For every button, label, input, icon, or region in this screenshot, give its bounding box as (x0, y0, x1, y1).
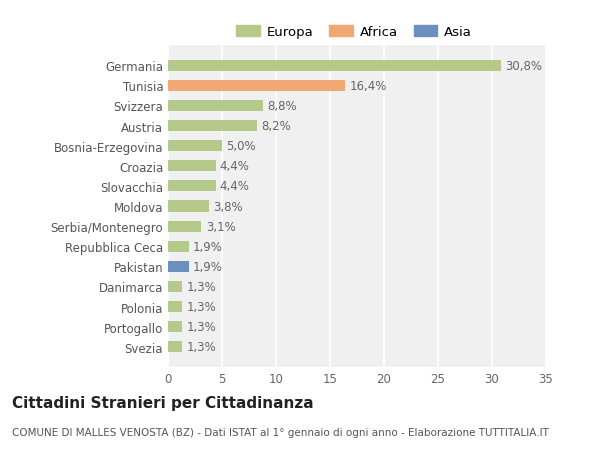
Bar (168, 221, 202, 232)
Text: 30,8%: 30,8% (505, 60, 542, 73)
Bar (168, 141, 222, 152)
Bar (168, 261, 188, 272)
Text: 8,8%: 8,8% (268, 100, 297, 112)
Text: 5,0%: 5,0% (226, 140, 256, 153)
Text: 1,3%: 1,3% (187, 301, 216, 313)
Legend: Europa, Africa, Asia: Europa, Africa, Asia (231, 20, 477, 44)
Bar (168, 201, 209, 212)
Bar (168, 302, 182, 313)
Bar (168, 181, 215, 192)
Text: 1,9%: 1,9% (193, 240, 223, 253)
Text: COMUNE DI MALLES VENOSTA (BZ) - Dati ISTAT al 1° gennaio di ogni anno - Elaboraz: COMUNE DI MALLES VENOSTA (BZ) - Dati IST… (12, 427, 549, 437)
Text: 1,3%: 1,3% (187, 320, 216, 334)
Bar (168, 321, 182, 332)
Bar (168, 101, 263, 112)
Bar (168, 341, 182, 353)
Bar (168, 161, 215, 172)
Text: 3,8%: 3,8% (214, 200, 243, 213)
Text: 1,9%: 1,9% (193, 260, 223, 273)
Bar (168, 281, 182, 292)
Bar (168, 121, 257, 132)
Bar (168, 61, 500, 72)
Text: 3,1%: 3,1% (206, 220, 236, 233)
Text: 1,3%: 1,3% (187, 280, 216, 293)
Text: Cittadini Stranieri per Cittadinanza: Cittadini Stranieri per Cittadinanza (12, 395, 314, 410)
Bar (168, 81, 345, 92)
Text: 16,4%: 16,4% (349, 79, 387, 93)
Text: 4,4%: 4,4% (220, 180, 250, 193)
Text: 8,2%: 8,2% (261, 120, 290, 133)
Text: 1,3%: 1,3% (187, 341, 216, 353)
Text: 4,4%: 4,4% (220, 160, 250, 173)
Bar (168, 241, 188, 252)
